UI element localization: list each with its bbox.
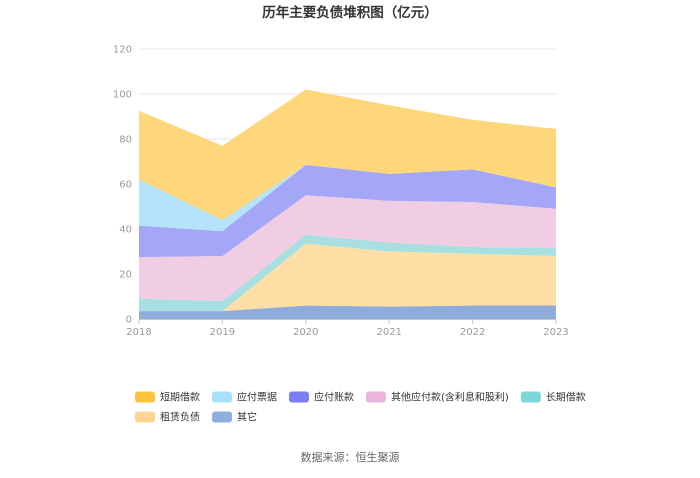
x-tick-label: 2022: [460, 327, 485, 338]
legend-swatch: [135, 391, 155, 403]
legend-label: 应付账款: [314, 391, 354, 404]
legend-label: 应付票据: [237, 391, 277, 404]
legend-swatch: [289, 391, 309, 403]
x-tick-label: 2019: [210, 327, 235, 338]
legend-item: 长期借款: [520, 391, 586, 404]
chart-title: 历年主要负债堆积图（亿元）: [262, 4, 438, 21]
legend-swatch: [135, 411, 155, 423]
legend-item: 应付账款: [289, 391, 354, 404]
data-source-label: 数据来源：恒生聚源: [301, 450, 400, 464]
legend-label: 长期借款: [546, 391, 586, 404]
legend-item: 应付票据: [212, 391, 277, 404]
legend-item: 租赁负债: [135, 411, 200, 424]
legend-item: 其他应付款(含利息和股利): [366, 391, 509, 404]
area-series: [139, 164, 556, 258]
y-tick-label: 40: [119, 225, 132, 236]
legend-item: 其它: [212, 411, 257, 424]
y-tick-label: 120: [113, 45, 132, 56]
x-tick-label: 2020: [293, 327, 318, 338]
legend-label: 租赁负债: [160, 411, 200, 424]
y-tick-label: 0: [126, 315, 132, 326]
legend-label: 其它: [237, 411, 257, 424]
y-tick-label: 100: [113, 90, 132, 101]
legend-swatch: [520, 391, 541, 403]
axes: 2018 2019 2020 2021 2022 2023: [126, 319, 569, 338]
legend-swatch: [212, 391, 232, 403]
area-series: [139, 89, 556, 220]
x-tick-label: 2023: [543, 327, 568, 338]
y-tick-label: 80: [119, 135, 132, 146]
y-tick-label: 20: [119, 270, 132, 281]
area-series: [139, 164, 556, 232]
area-series: [139, 234, 556, 312]
legend-label: 短期借款: [160, 391, 200, 404]
legend-item: 短期借款: [135, 391, 200, 404]
legend-swatch: [366, 391, 386, 403]
legend-label: 其他应付款(含利息和股利): [391, 391, 509, 404]
legend-swatch: [212, 411, 232, 423]
x-tick-label: 2018: [126, 327, 151, 338]
y-tick-label: 60: [119, 180, 132, 191]
area-series-layer: [139, 89, 556, 319]
area-series: [139, 243, 556, 312]
area-series: [139, 195, 556, 301]
area-series: [139, 305, 556, 319]
x-tick-label: 2021: [376, 327, 401, 338]
